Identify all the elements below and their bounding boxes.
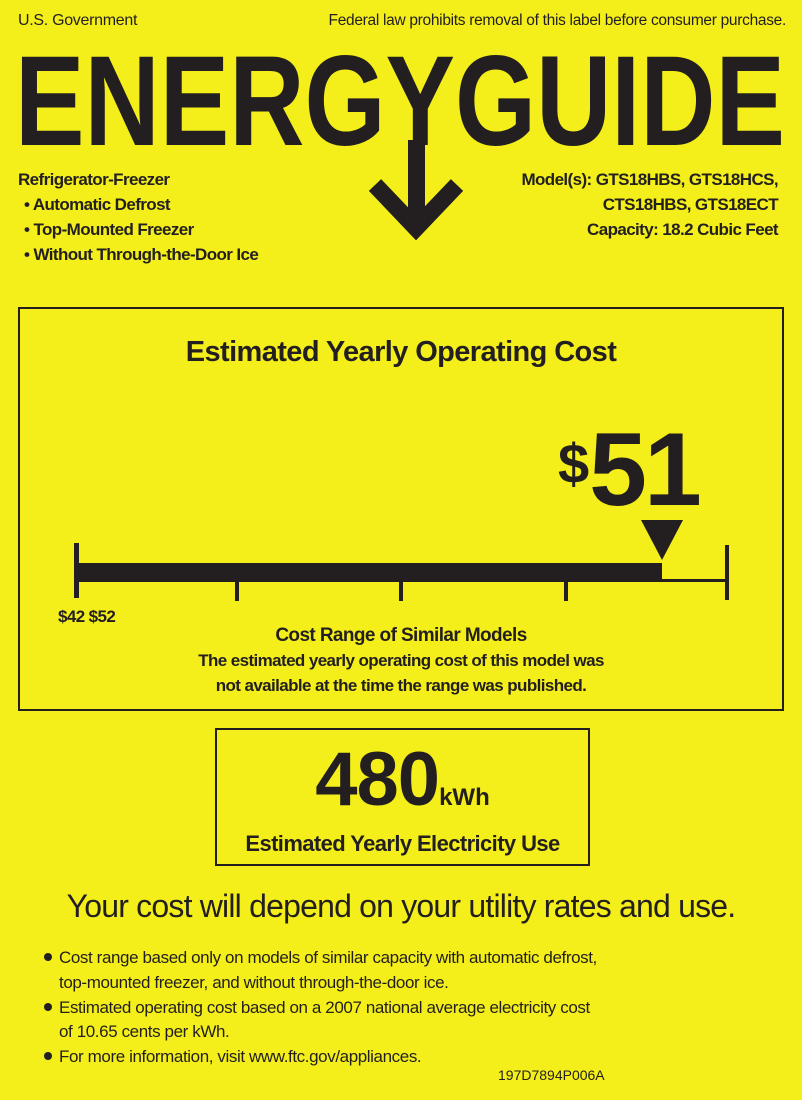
range-note-1: The estimated yearly operating cost of t… [198,651,604,670]
capacity: Capacity: 18.2 Cubic Feet [587,220,779,239]
models-line-2: CTS18HBS, GTS18ECT [602,195,779,214]
electricity-label: Estimated Yearly Electricity Use [245,831,560,856]
bullet-icon [44,1003,52,1011]
note-item-continued: of 10.65 cents per kWh. [59,1022,230,1041]
operating-cost-box [18,307,784,711]
scale-tick [564,579,568,601]
cost-marker-triangle [641,520,683,560]
us-government-label: U.S. Government [18,12,138,29]
scale-fill-bar [77,563,662,580]
energyguide-logo: ENERGYGUIDE [15,30,785,241]
range-title: Cost Range of Similar Models [275,625,527,646]
product-type: Refrigerator-Freezer [18,170,170,189]
note-item: Cost range based only on models of simil… [44,948,597,968]
cost-range-scale [74,520,729,601]
note-item: For more information, visit www.ftc.gov/… [44,1047,422,1067]
note-item-continued: top-mounted freezer, and without through… [59,973,449,992]
removal-notice: Federal law prohibits removal of this la… [328,12,787,29]
note-item: Estimated operating cost based on a 2007… [44,998,590,1018]
bullet-icon [44,1052,52,1060]
bullet-icon [44,953,52,961]
feature-item: • Without Through-the-Door Ice [24,245,259,264]
scale-end-tick [725,545,729,600]
label-code: 197D7894P006A [498,1067,605,1083]
electricity-box [215,728,590,866]
energyguide-logo-text: ENERGYGUIDE [15,30,785,173]
scale-tick [399,579,403,601]
cost-value: $51 [558,418,702,522]
feature-item: • Top-Mounted Freezer [24,220,194,239]
cost-number: 51 [589,412,702,528]
operating-cost-title: Estimated Yearly Operating Cost [185,336,617,368]
kwh-number: 480 [315,737,440,822]
range-label: $42 $52 [58,607,116,626]
scale-tick [235,579,239,601]
scale-start-tick [74,543,79,598]
range-note-2: not available at the time the range was … [215,676,587,695]
models-line-1: Model(s): GTS18HBS, GTS18HCS, [521,170,778,189]
feature-item: • Automatic Defrost [24,195,171,214]
disclaimer: Your cost will depend on your utility ra… [66,888,737,924]
kwh-unit: kWh [439,784,490,811]
currency-symbol: $ [558,432,590,495]
down-arrow-icon [368,140,464,241]
electricity-value: 480kWh [215,742,590,818]
